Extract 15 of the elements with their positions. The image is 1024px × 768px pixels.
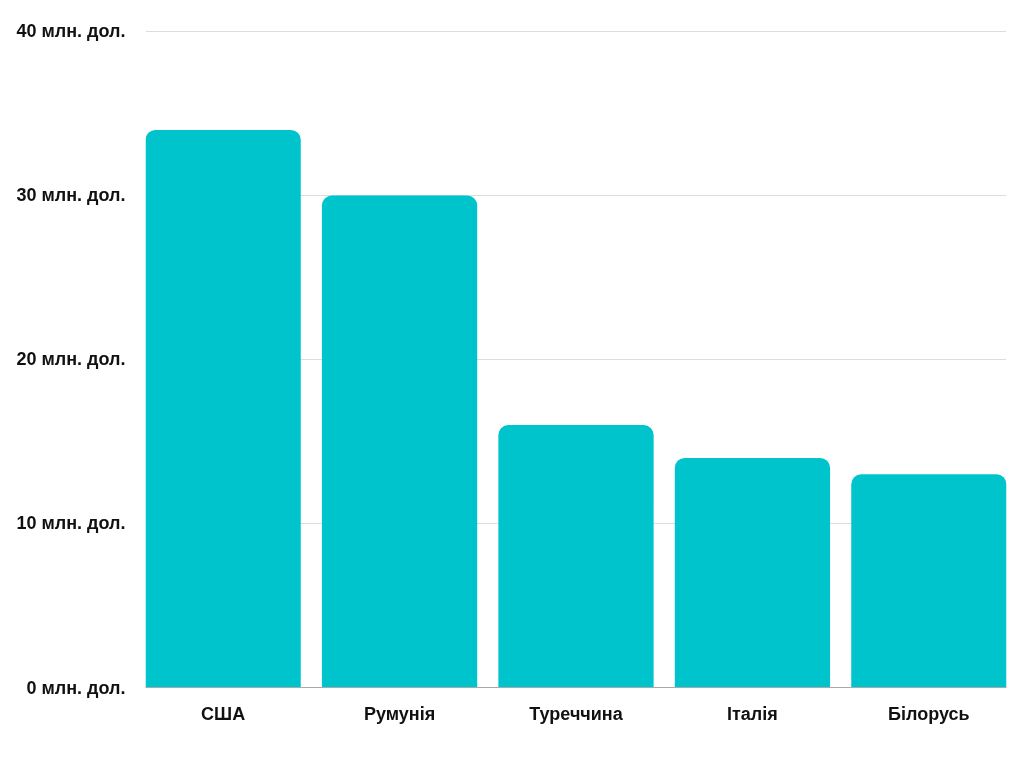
y-tick-label: 0 млн. дол. [26, 677, 126, 698]
y-tick-label: 20 млн. дол. [16, 349, 126, 370]
bar [851, 474, 1007, 688]
x-tick-label: Туреччина [529, 703, 624, 724]
bar [674, 457, 831, 688]
bar [321, 195, 478, 688]
bar [498, 425, 654, 688]
x-tick-label: США [201, 703, 246, 724]
y-tick-label: 40 млн. дол. [16, 21, 126, 42]
x-tick-label: Білорусь [888, 703, 970, 724]
x-tick-label: Румунія [363, 703, 436, 724]
y-tick-label: 30 млн. дол. [16, 185, 126, 206]
x-tick-label: Італія [727, 703, 778, 724]
bar [145, 129, 301, 688]
y-tick-label: 10 млн. дол. [16, 513, 126, 534]
